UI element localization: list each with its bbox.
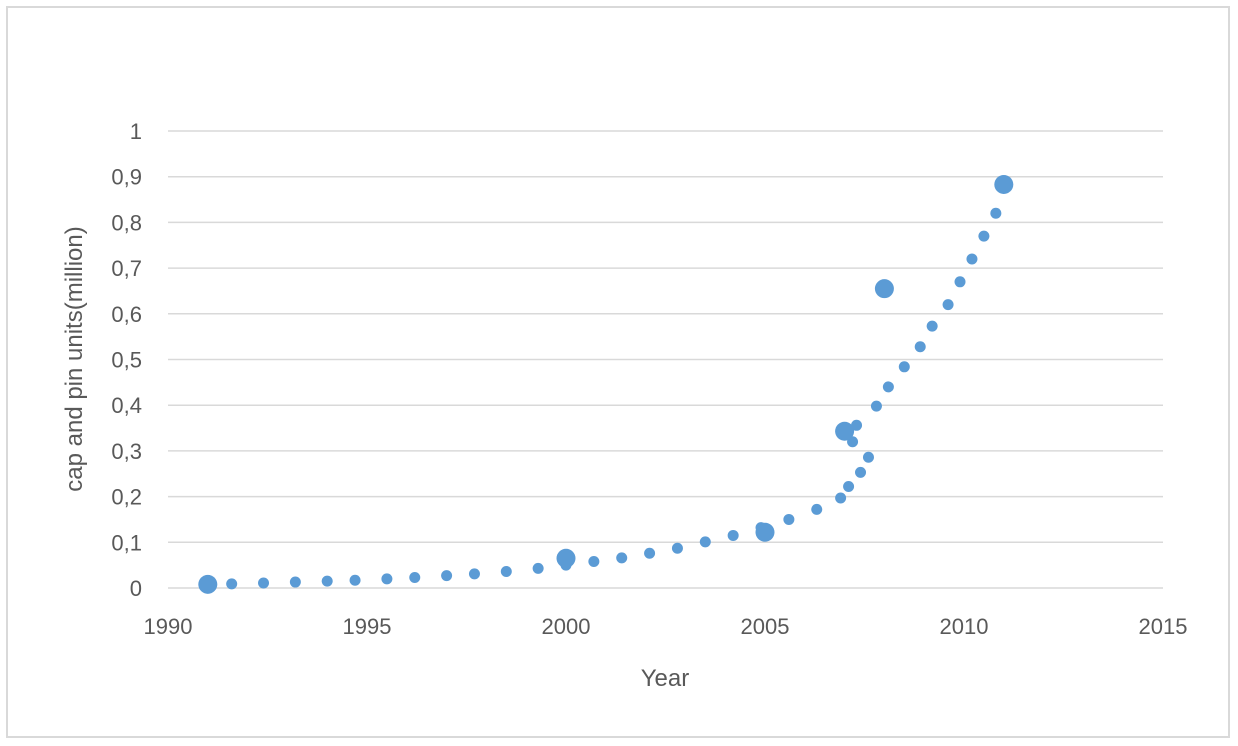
y-tick-label: 0,7	[111, 256, 142, 281]
data-point	[616, 552, 628, 564]
x-tick-label: 2000	[542, 614, 591, 639]
data-point	[556, 548, 576, 568]
data-point	[811, 503, 823, 515]
data-point	[978, 230, 990, 242]
y-tick-label: 0,9	[111, 165, 142, 190]
data-point	[870, 400, 882, 412]
data-point	[898, 361, 910, 373]
chart-frame	[6, 6, 1230, 738]
data-point	[289, 576, 301, 588]
data-point	[321, 575, 333, 587]
x-tick-label: 2005	[741, 614, 790, 639]
data-point	[882, 381, 894, 393]
data-point	[843, 481, 855, 493]
data-point	[349, 574, 361, 586]
data-point	[851, 419, 863, 431]
data-point	[755, 522, 775, 542]
data-point	[990, 207, 1002, 219]
data-point	[441, 570, 453, 582]
data-point	[532, 562, 544, 574]
data-point	[500, 566, 512, 578]
data-point	[226, 578, 238, 590]
x-tick-labels: 1990 1995 2000 2005 2010 2015	[144, 614, 1188, 639]
y-tick-label: 0	[130, 576, 142, 601]
y-axis-title: cap and pin units(million)	[61, 226, 88, 491]
y-tick-label: 0,5	[111, 348, 142, 373]
y-tick-label: 0,8	[111, 210, 142, 235]
data-point	[926, 320, 938, 332]
data-point	[914, 341, 926, 353]
data-point	[862, 451, 874, 463]
data-point	[588, 555, 600, 567]
data-points	[198, 174, 1014, 594]
data-point	[966, 253, 978, 265]
y-tick-label: 0,6	[111, 302, 142, 327]
data-point	[783, 513, 795, 525]
data-point	[835, 421, 855, 441]
y-tick-label: 0,2	[111, 485, 142, 510]
data-point	[835, 492, 847, 504]
x-axis-title: Year	[641, 665, 690, 692]
data-point	[874, 279, 894, 299]
data-point	[954, 276, 966, 288]
y-tick-labels: 0 0,1 0,2 0,3 0,4 0,5 0,6 0,7 0,8 0,9 1	[111, 119, 142, 601]
y-tick-label: 1	[130, 119, 142, 144]
data-point	[381, 573, 393, 585]
data-point	[699, 536, 711, 548]
data-point	[727, 529, 739, 541]
y-tick-label: 0,3	[111, 439, 142, 464]
data-point	[198, 574, 218, 594]
x-tick-label: 2010	[940, 614, 989, 639]
data-point	[258, 577, 270, 589]
data-point	[942, 299, 954, 311]
x-tick-label: 1995	[343, 614, 392, 639]
x-tick-label: 1990	[144, 614, 193, 639]
gridlines	[168, 130, 1163, 589]
x-tick-label: 2015	[1139, 614, 1188, 639]
data-point	[468, 568, 480, 580]
data-point	[671, 542, 683, 554]
data-point	[994, 174, 1014, 194]
data-point	[644, 547, 656, 559]
y-tick-label: 0,4	[111, 393, 142, 418]
data-point	[855, 466, 867, 478]
y-tick-label: 0,1	[111, 530, 142, 555]
data-point	[409, 571, 421, 583]
